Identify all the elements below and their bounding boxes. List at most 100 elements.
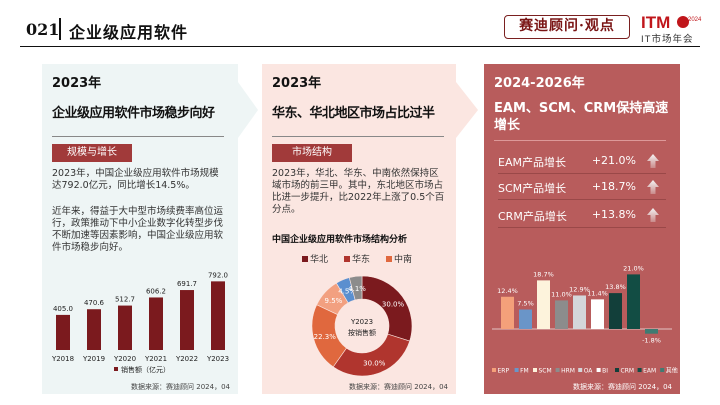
itm-logo: ITM — [641, 13, 671, 32]
bar — [501, 296, 514, 329]
legend-swatch — [596, 368, 601, 372]
legend-swatch — [615, 368, 619, 372]
bar-value-label: 512.7 — [115, 296, 135, 304]
bar-value-label: 11.0% — [551, 290, 572, 298]
slice-label: 4.5% — [338, 288, 356, 296]
legend-swatch — [492, 368, 496, 372]
slice-label: 30.0% — [363, 359, 386, 367]
legend-label: ERP — [498, 368, 510, 375]
up-arrow-icon — [647, 208, 659, 222]
legend-swatch — [114, 367, 118, 371]
bar — [555, 300, 568, 329]
legend-label: SCM — [539, 368, 552, 375]
kpi-value: +21.0% — [591, 154, 636, 167]
kpi-label: CRM产品增长 — [498, 210, 567, 223]
slice-label: 4.1% — [348, 285, 366, 293]
x-tick-label: Y2022 — [175, 355, 198, 363]
header-rule — [20, 46, 700, 47]
brand-badge: 赛迪顾问·观点 — [504, 15, 630, 39]
bar — [149, 297, 163, 350]
bar-value-label: 405.0 — [53, 305, 73, 313]
bar — [180, 290, 194, 350]
flow-arrow-icon — [456, 82, 478, 138]
legend-item: 华东 — [344, 252, 370, 265]
x-tick-label: Y2021 — [144, 355, 167, 363]
logo-subtitle: IT市场年会 — [641, 34, 694, 45]
kpi-label: EAM产品增长 — [498, 156, 566, 169]
divider — [272, 136, 444, 137]
bar — [627, 274, 640, 329]
legend-item: 华北 — [302, 252, 328, 265]
logo-circle-icon — [677, 16, 689, 28]
data-source: 数据来源：赛迪顾问 2024，04 — [131, 383, 230, 391]
growth-bar-chart: 12.4% 7.5% 18.7% 11.0%12.9%11.4%13.8% 21.0% -… — [492, 264, 678, 375]
slice-label: 30.0% — [382, 300, 405, 308]
bar-value-label: 7.5% — [517, 300, 534, 308]
legend-label: BI — [602, 368, 608, 375]
legend-swatch — [555, 368, 560, 372]
bar — [609, 293, 622, 329]
sales-bar-chart: 405.0 Y2018 470.6 Y2019 512.7 Y2020 606.2 Y2021… — [51, 271, 229, 374]
region-donut-chart: 30.0% 30.0% 22.3% 9.5%4.5%4.1% Y2023 按销售额 — [311, 275, 413, 377]
legend-label: 中南 — [394, 255, 413, 265]
slice-label: 22.3% — [314, 333, 337, 341]
data-source: 数据来源：赛迪顾问 2024，04 — [349, 383, 448, 391]
legend-label: HRM — [561, 368, 575, 375]
legend-swatch — [578, 368, 583, 372]
bar-value-label: 12.4% — [497, 287, 518, 295]
chart-legend: 华北 华东 中南 — [302, 252, 412, 265]
x-tick-label: Y2023 — [206, 355, 229, 363]
panel-growth-forecast: 2024-2026年 EAM、SCM、CRM保持高速增长 EAM产品增长 +21… — [484, 64, 680, 394]
legend-swatch — [344, 255, 351, 262]
bar — [87, 309, 101, 350]
panel-market-structure: 2023年 华东、华北地区市场占比过半 市场结构 2023年，华北、华东、中南依… — [262, 64, 456, 394]
kpi-row-crm: CRM产品增长 +13.8% — [498, 204, 666, 228]
legend-label: 销售额（亿元） — [121, 365, 170, 374]
legend-label: 华东 — [352, 255, 371, 265]
divider — [494, 140, 666, 141]
up-arrow-icon — [647, 180, 659, 194]
bar — [118, 305, 132, 350]
data-source: 数据来源：赛迪顾问 2024，04 — [573, 383, 672, 391]
bar-value-label: 470.6 — [84, 299, 105, 307]
header-divider — [59, 18, 61, 40]
paragraph-1: 2023年，中国企业级应用软件市场规模达792.0亿元，同比增长14.5%。 — [52, 168, 219, 191]
legend-label: CRM — [621, 368, 635, 375]
kpi-value: +13.8% — [591, 208, 636, 221]
x-tick-label: Y2020 — [113, 355, 136, 363]
flow-arrow-icon — [238, 82, 258, 138]
legend-swatch — [533, 368, 537, 372]
up-arrow-icon — [647, 154, 659, 168]
bar — [573, 295, 586, 329]
legend-label: EAM — [643, 368, 656, 375]
kpi-row-eam: EAM产品增长 +21.0% — [498, 150, 666, 174]
legend-swatch — [637, 368, 642, 372]
legend-swatch — [386, 255, 393, 262]
logo-year: 2024 — [688, 17, 702, 23]
legend-label: 华北 — [310, 255, 329, 265]
legend-swatch — [514, 368, 519, 372]
legend-label: 其他 — [666, 367, 678, 375]
section-tag: 规模与增长 — [52, 144, 132, 162]
bar — [519, 309, 532, 329]
bar — [591, 299, 604, 329]
x-tick-label: Y2018 — [51, 355, 74, 363]
donut-slice — [332, 333, 411, 377]
panel-headline: 华东、华北地区市场占比过半 — [272, 106, 435, 121]
chart-title: 中国企业级应用软件市场结构分析 — [272, 235, 408, 245]
donut-slice — [348, 275, 363, 301]
bar-value-label: 18.7% — [533, 270, 554, 278]
bar — [537, 280, 550, 329]
page-title: 企业级应用软件 — [69, 23, 189, 42]
slice-label: 9.5% — [325, 297, 343, 305]
panel-headline: EAM、SCM、CRM保持高速增长 — [494, 101, 669, 133]
panel-market-size: 2023年 企业级应用软件市场稳步向好 规模与增长 2023年，中国企业级应用软… — [42, 64, 238, 394]
bar-value-label: 792.0 — [208, 271, 228, 279]
panel-year: 2023年 — [272, 76, 322, 91]
bar-value-label: 12.9% — [569, 285, 590, 293]
kpi-value: +18.7% — [591, 180, 636, 193]
divider — [52, 136, 224, 137]
kpi-row-scm: SCM产品增长 +18.7% — [498, 176, 666, 200]
bar-value-label: 11.4% — [587, 289, 608, 297]
page-number: 021 — [26, 20, 60, 39]
